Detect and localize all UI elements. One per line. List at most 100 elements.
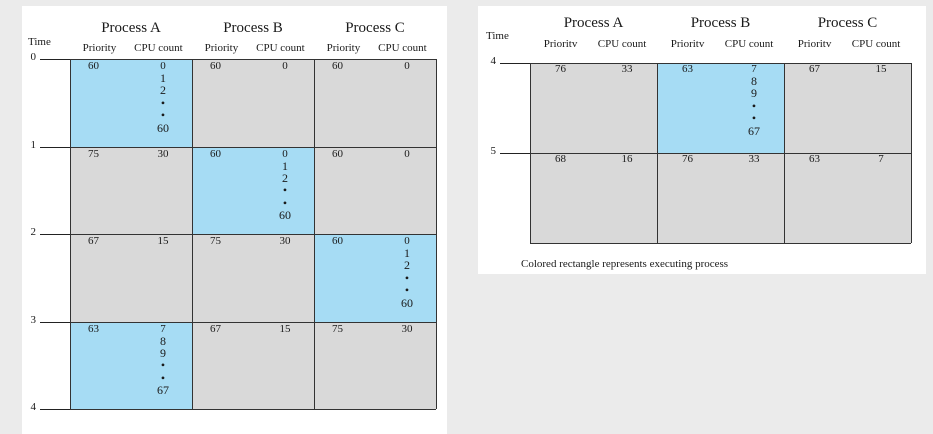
- left-cell: 75 30: [192, 234, 314, 322]
- priority-value: 60: [210, 147, 221, 160]
- left-cpu-count-header: CPU count: [256, 42, 305, 54]
- cpu-count-step: •: [282, 183, 288, 198]
- cpu-count-value: 0: [282, 147, 288, 160]
- cpu-count-step: •: [404, 283, 410, 298]
- priority-value: 60: [332, 235, 343, 247]
- left-grid-vline: [436, 59, 437, 409]
- left-grid-hline: [70, 234, 436, 235]
- right-cell: 68 16: [530, 153, 657, 243]
- cpu-count-step: 60: [401, 295, 413, 310]
- left-cell: 60 0 1 2 • • 60: [192, 146, 314, 234]
- right-cell: 63 7: [784, 153, 911, 243]
- left-tick-mark: [40, 234, 70, 235]
- cpu-count-value: 15: [157, 235, 169, 247]
- left-process-header: Process B: [223, 20, 283, 36]
- priority-value: 67: [88, 235, 99, 247]
- left-grid-hline: [70, 321, 436, 323]
- left-tick-mark: [40, 59, 70, 60]
- cpu-count-value: 15: [279, 322, 291, 335]
- cpu-count-step: 60: [279, 208, 291, 223]
- left-tick-label: 1: [30, 138, 37, 151]
- cpu-count-value: 7: [751, 63, 757, 75]
- cpu-count-step: 67: [157, 383, 169, 398]
- priority-value: 60: [88, 60, 99, 72]
- left-tick-label: 0: [30, 51, 37, 63]
- priority-value: 67: [809, 63, 820, 75]
- priority-value: 63: [682, 63, 693, 75]
- right-cell: 67 15: [784, 63, 911, 153]
- cpu-count-step: •: [160, 95, 166, 110]
- cpu-count-sequence: 1 2 • • 60: [397, 247, 417, 309]
- left-cell: 75 30: [70, 146, 192, 234]
- right-cpu-count-header: CPU count: [724, 38, 774, 50]
- left-grid-hline: [70, 409, 436, 410]
- right-cpu-count-header: CPU count: [597, 38, 647, 50]
- cpu-count-sequence: 8 9 • • 67: [744, 75, 764, 137]
- left-cpu-count-header: CPU count: [134, 42, 183, 54]
- right-tick-label: 4: [490, 55, 497, 67]
- left-priority-header: Priority: [326, 42, 361, 54]
- cpu-count-sequence: 1 2 • • 60: [275, 159, 295, 223]
- cpu-count-step: •: [404, 270, 410, 285]
- cpu-count-step: •: [160, 370, 166, 385]
- right-tick-mark: [500, 153, 530, 154]
- right-cell: 63 7 8 9 • • 67: [657, 63, 784, 153]
- right-priority-header: Prioritv: [797, 38, 832, 50]
- legend-caption: Colored rectangle represents executing p…: [521, 258, 729, 270]
- priority-value: 60: [210, 60, 221, 72]
- cpu-count-step: 2: [282, 170, 288, 185]
- cpu-count-value: 0: [404, 235, 410, 247]
- cpu-count-value: 16: [621, 153, 633, 165]
- right-grid-hline: [530, 63, 911, 64]
- left-cell: 60 0: [192, 59, 314, 147]
- right-grid-hline: [530, 243, 911, 244]
- cpu-count-value: 0: [404, 147, 410, 160]
- cpu-count-step: 8: [751, 74, 757, 88]
- left-tick-mark: [40, 146, 70, 148]
- cpu-count-value: 0: [282, 60, 288, 72]
- cpu-count-sequence: 8 9 • • 67: [153, 333, 173, 398]
- right-cell: 76 33: [657, 153, 784, 243]
- left-priority-header: Priority: [82, 42, 117, 54]
- cpu-count-step: 2: [160, 83, 166, 98]
- priority-value: 60: [332, 60, 343, 72]
- cpu-count-step: •: [160, 108, 166, 123]
- priority-value: 76: [555, 63, 566, 75]
- cpu-count-value: 0: [404, 60, 410, 72]
- right-priority-header: Prioritv: [670, 38, 705, 50]
- cpu-count-step: 1: [404, 246, 410, 260]
- priority-value: 75: [332, 322, 343, 335]
- left-grid-hline: [70, 59, 436, 60]
- left-tick-label: 3: [30, 313, 37, 326]
- left-tick-mark: [40, 321, 70, 323]
- cpu-count-value: 30: [279, 235, 291, 247]
- cpu-count-step: •: [751, 111, 757, 126]
- right-time-title: Time: [486, 30, 509, 42]
- right-priority-header: Prioritv: [543, 38, 578, 50]
- cpu-count-step: 67: [748, 123, 760, 138]
- left-time-title: Time: [28, 36, 51, 48]
- cpu-count-value: 15: [875, 63, 887, 75]
- priority-value: 68: [555, 153, 566, 165]
- right-tick-label: 5: [490, 145, 497, 157]
- cpu-count-value: 33: [621, 63, 633, 75]
- priority-value: 75: [210, 235, 221, 247]
- left-cell: 60 0 1 2 • • 60: [70, 59, 192, 147]
- left-grid-hline: [70, 146, 436, 148]
- right-cell: 76 33: [530, 63, 657, 153]
- cpu-count-sequence: 1 2 • • 60: [153, 72, 173, 134]
- left-cell: 67 15: [70, 234, 192, 322]
- right-cpu-count-header: CPU count: [851, 38, 901, 50]
- cpu-count-value: 7: [160, 322, 166, 335]
- cpu-count-step: 8: [160, 333, 166, 348]
- cpu-count-step: •: [160, 358, 166, 373]
- left-process-header: Process C: [345, 20, 405, 36]
- left-tick-label: 2: [30, 226, 37, 238]
- cpu-count-value: 0: [160, 60, 166, 72]
- right-grid-vline: [911, 63, 912, 243]
- left-process-header: Process A: [101, 20, 161, 36]
- right-grid-hline: [530, 153, 911, 154]
- left-cell: 60 0: [314, 59, 436, 147]
- cpu-count-value: 30: [157, 147, 169, 160]
- cpu-count-step: •: [751, 98, 757, 113]
